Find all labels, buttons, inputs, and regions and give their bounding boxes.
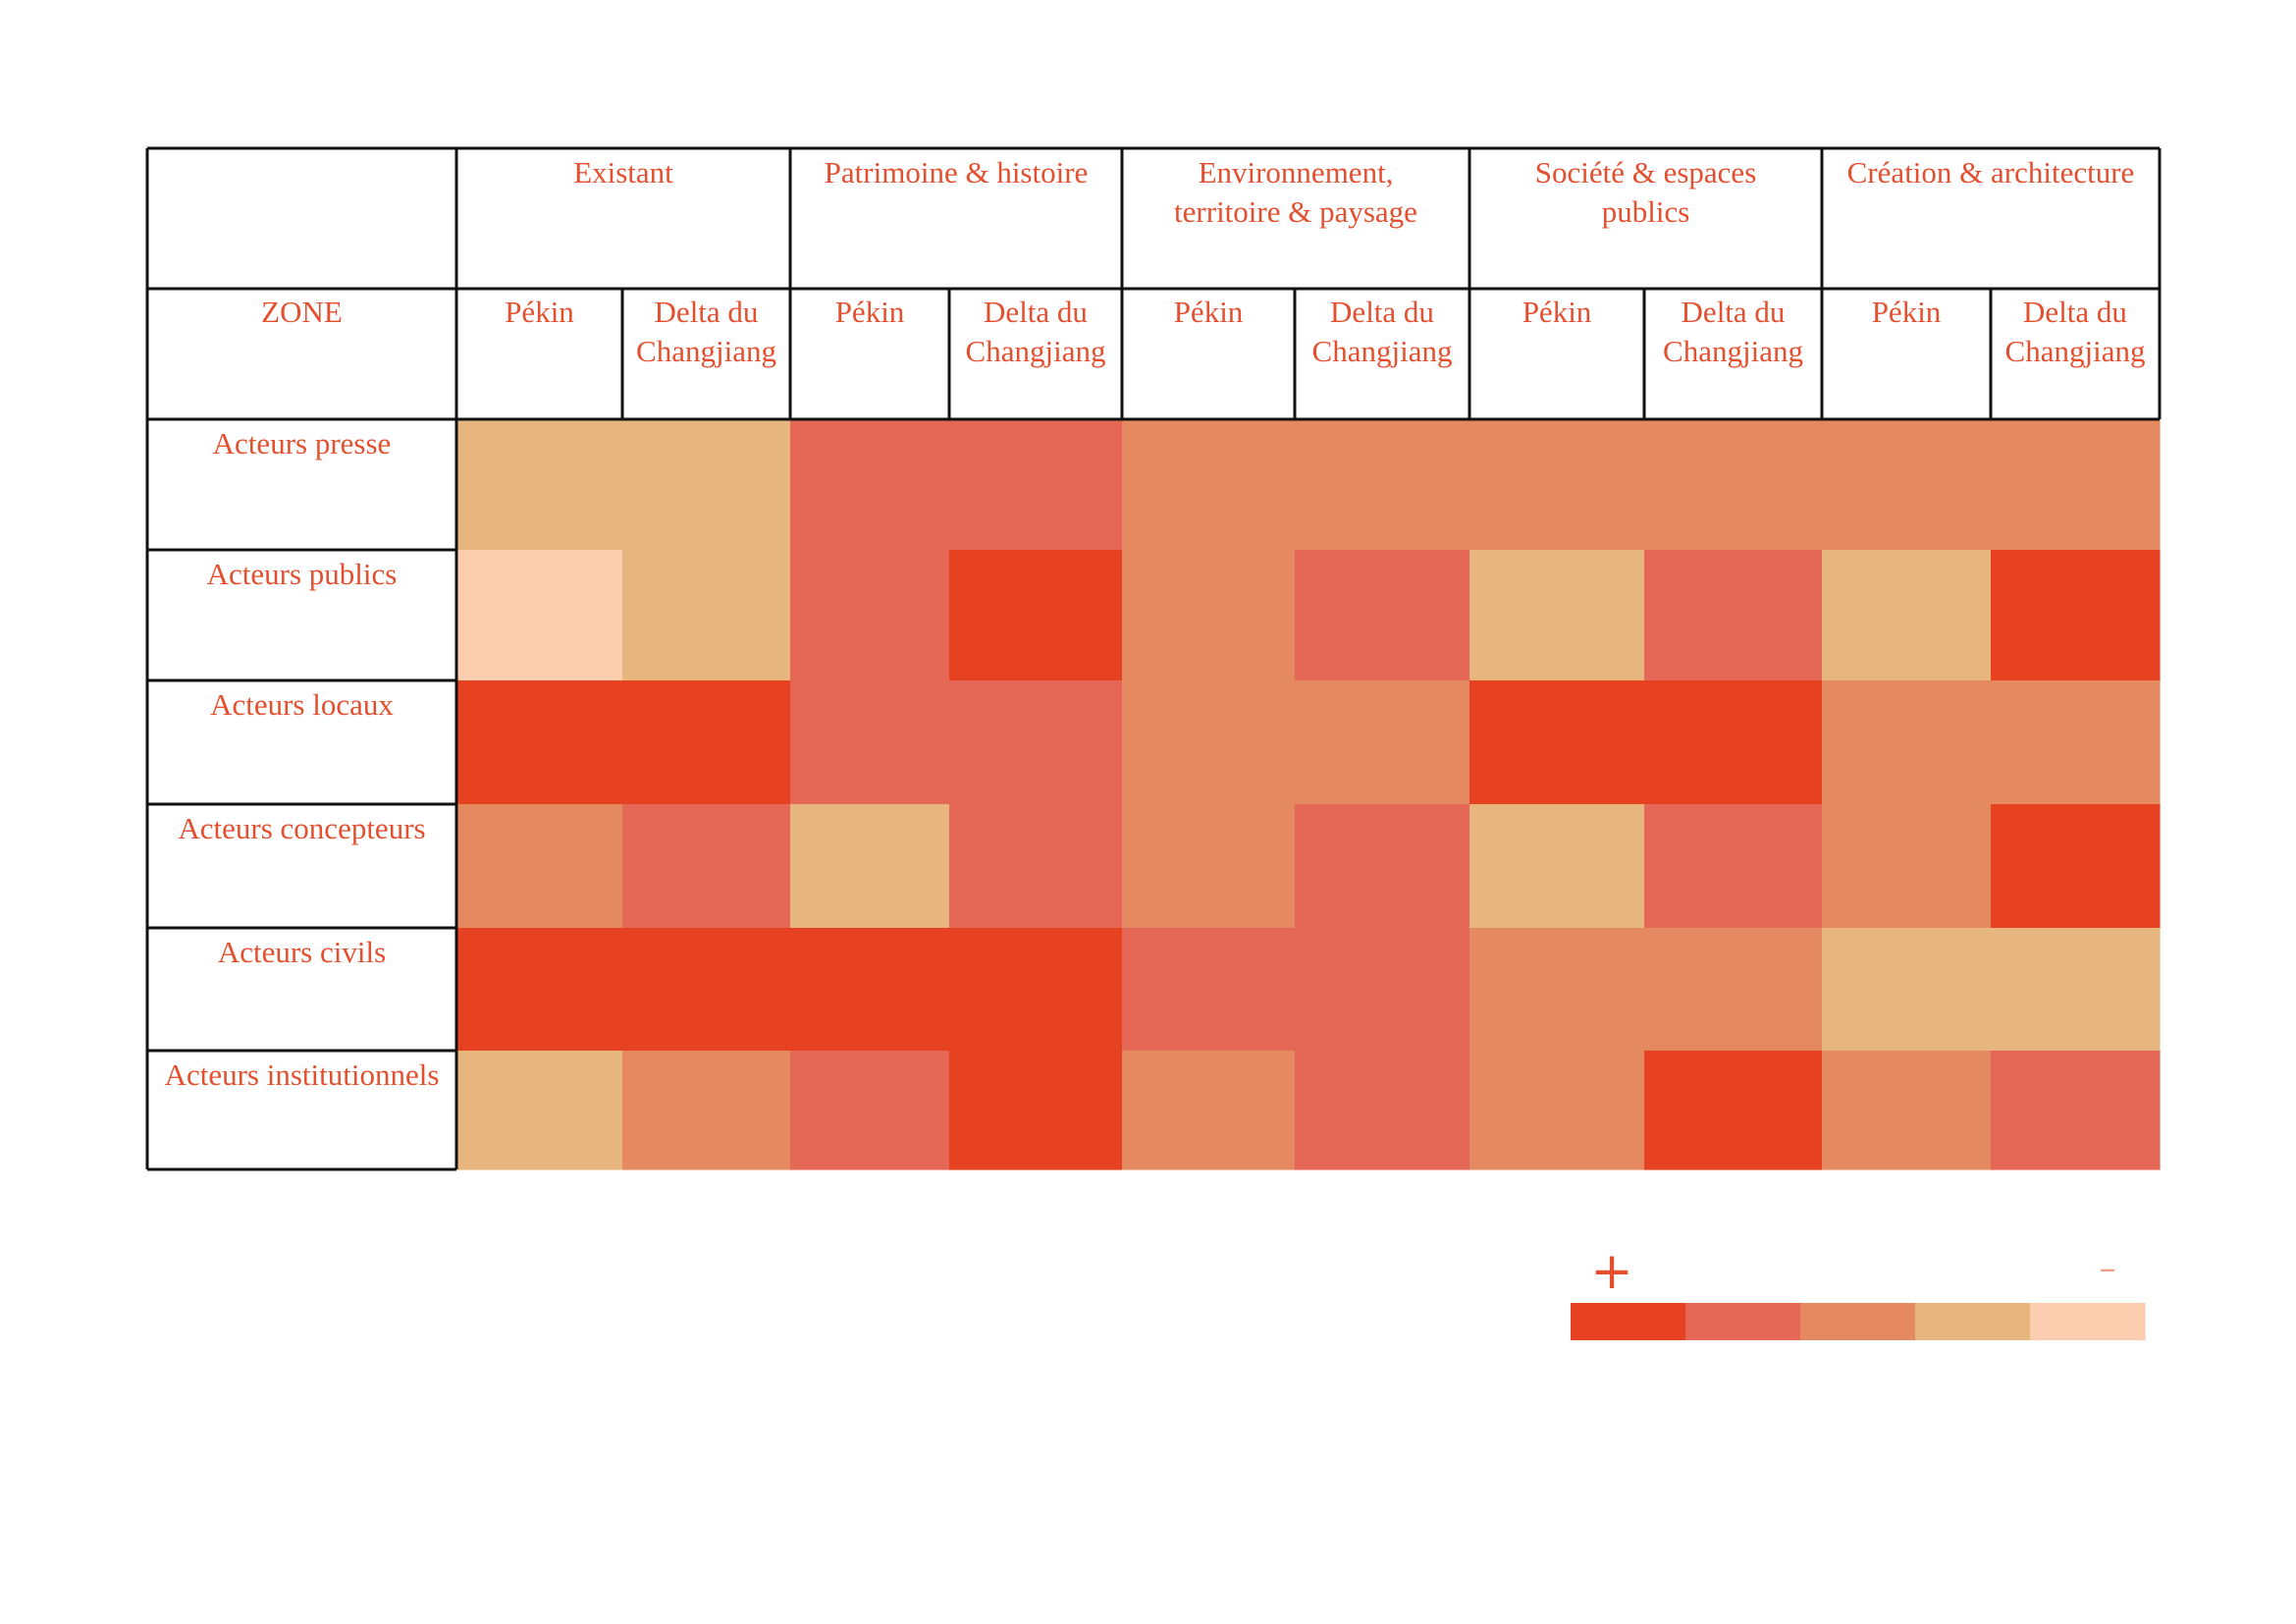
heatmap-cell [1469,928,1645,1052]
heatmap-cell [1644,419,1823,551]
group-header-label: Environnement, territoire & paysage [1174,155,1417,229]
group-header-label: Existant [573,155,673,189]
heatmap-cell [456,804,623,929]
heatmap-cell [949,550,1123,681]
row-label: Acteurs locaux [210,687,394,722]
column-header-label: Delta du Changjiang [1663,295,1803,368]
heatmap-cell [1822,419,1992,551]
heatmap-cell [1991,550,2161,681]
heatmap-cell [1469,680,1645,805]
heatmap-cell [949,419,1123,551]
heatmap-cell [456,550,623,681]
heatmap-cell [790,550,950,681]
heatmap-cell [949,1051,1123,1170]
heatmap-cell [456,928,623,1052]
heatmap-cell [1991,1051,2161,1170]
heatmap-cell [790,680,950,805]
legend-swatch [1571,1303,1686,1340]
heatmap-cell [1469,550,1645,681]
heatmap-cell [1991,680,2161,805]
heatmap-cell [1469,1051,1645,1170]
heatmap-cell [1991,928,2161,1052]
heatmap-cell [456,1051,623,1170]
heatmap-cell [1122,550,1296,681]
heatmap-cell [790,928,950,1052]
heatmap-cell [1991,804,2161,929]
heatmap-cell [949,680,1123,805]
heatmap-cell [1295,1051,1470,1170]
zone-label: ZONE [261,295,343,329]
heatmap-cell [1991,419,2161,551]
heatmap-cell [1822,804,1992,929]
heatmap-cell [1295,550,1470,681]
heatmap-cell [622,680,791,805]
heatmap-cell [1295,928,1470,1052]
color-legend: + – [1571,1242,2146,1340]
heatmap-cell [1469,419,1645,551]
column-header-label: Delta du Changjiang [636,295,776,368]
group-header-label: Patrimoine & histoire [825,155,1089,189]
column-header-label: Delta du Changjiang [2005,295,2146,368]
column-header-label: Pékin [505,295,574,329]
heatmap-cell [1122,928,1296,1052]
heatmap-cell [949,804,1123,929]
heatmap-cell [1822,928,1992,1052]
heatmap-cell [1822,1051,1992,1170]
heatmap-cell [456,419,623,551]
heatmap-cell [1644,928,1823,1052]
heatmap-cell [1822,680,1992,805]
table-labels: Existant Pékin Delta du Changjiang Patrimoin… [165,155,2146,1092]
heatmap-cell [1822,550,1992,681]
heatmap-cell [622,1051,791,1170]
heatmap-cell [1122,680,1296,805]
legend-swatch [1800,1303,1916,1340]
group-header-label: Société & espaces publics [1535,155,1757,229]
heatmap-cell [1122,419,1296,551]
column-header-label: Pékin [1174,295,1244,329]
heatmap-cell [1644,804,1823,929]
heatmap-cell [1295,804,1470,929]
heatmap-cell [622,419,791,551]
legend-swatch [1915,1303,2031,1340]
heatmap-cells [456,419,2161,1170]
heatmap-cell [1295,419,1470,551]
heatmap-cell [790,419,950,551]
heatmap-cell [1295,680,1470,805]
heatmap-cell [622,928,791,1052]
legend-plus-label: + [1590,1242,1633,1301]
row-label: Acteurs civils [218,935,386,969]
row-label: Acteurs presse [213,426,392,460]
group-header-label: Création & architecture [1847,155,2135,189]
row-label: Acteurs institutionnels [165,1057,440,1092]
row-label: Acteurs publics [207,557,398,591]
column-header-label: Delta du Changjiang [966,295,1106,368]
heatmap-cell [1644,680,1823,805]
heatmap-cell [1122,804,1296,929]
heatmap-cell [1644,550,1823,681]
heatmap-cell [456,680,623,805]
legend-minus-label: – [2100,1249,2116,1288]
column-header-label: Pékin [1872,295,1942,329]
heatmap-cell [790,1051,950,1170]
legend-swatch [2030,1303,2146,1340]
heatmap-cell [1122,1051,1296,1170]
column-header-label: Pékin [835,295,905,329]
row-label: Acteurs concepteurs [178,811,425,845]
table-grid [145,146,2162,1171]
column-header-label: Pékin [1522,295,1592,329]
heatmap-cell [1469,804,1645,929]
heatmap-cell [949,928,1123,1052]
heatmap-cell [790,804,950,929]
heatmap-cell [1644,1051,1823,1170]
heatmap-cell [622,804,791,929]
column-header-label: Delta du Changjiang [1312,295,1453,368]
legend-swatch [1685,1303,1801,1340]
heatmap-cell [622,550,791,681]
